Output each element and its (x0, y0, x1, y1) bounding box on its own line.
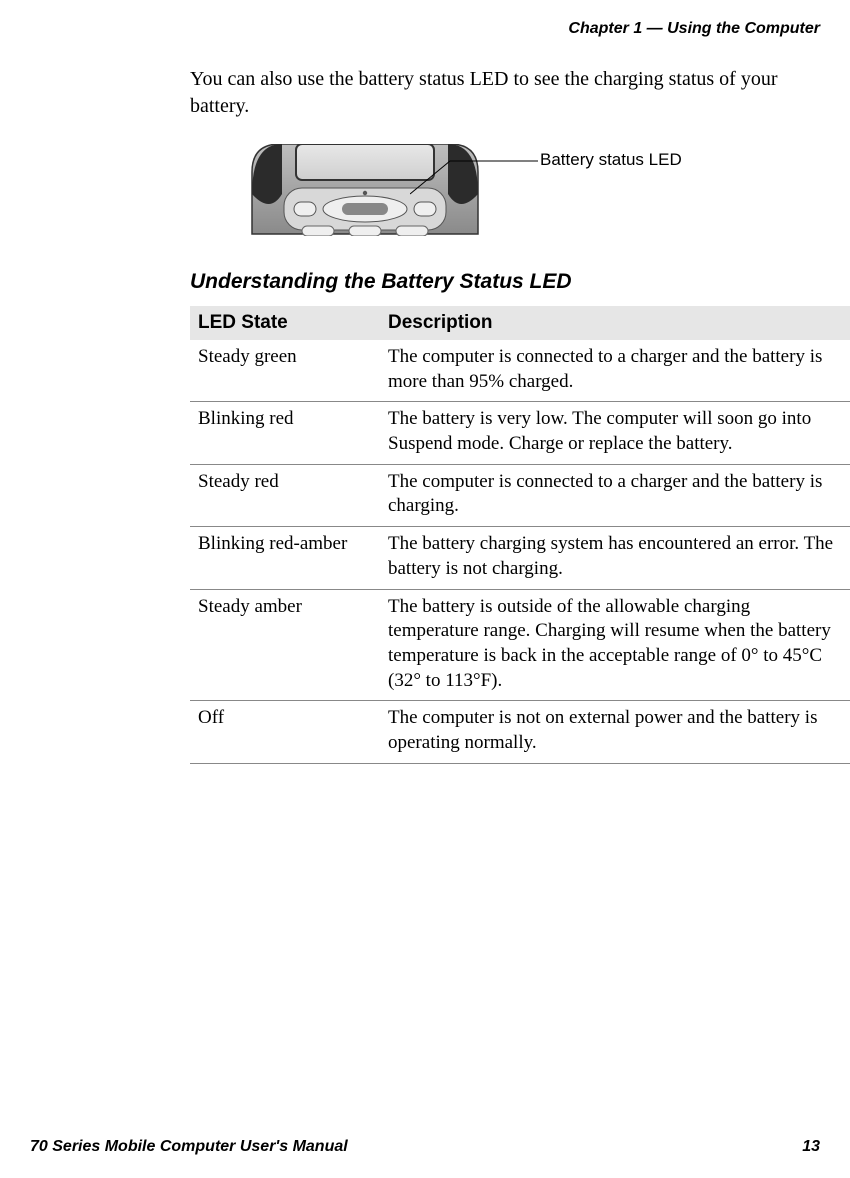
device-figure: Battery status LED (250, 144, 820, 240)
col-header-description: Description (380, 306, 850, 340)
cell-state: Steady red (190, 464, 380, 526)
table-row: Off The computer is not on external powe… (190, 701, 850, 763)
footer-manual-title: 70 Series Mobile Computer User's Manual (30, 1138, 348, 1156)
section-heading: Understanding the Battery Status LED (190, 270, 820, 294)
intro-paragraph: You can also use the battery status LED … (190, 66, 810, 120)
page-footer: 70 Series Mobile Computer User's Manual … (0, 1138, 850, 1156)
cell-state: Off (190, 701, 380, 763)
cell-desc: The computer is not on external power an… (380, 701, 850, 763)
cell-state: Blinking red (190, 402, 380, 464)
footer-page-number: 13 (802, 1138, 820, 1156)
cell-state: Blinking red-amber (190, 527, 380, 589)
table-row: Steady green The computer is connected t… (190, 340, 850, 402)
cell-desc: The battery is outside of the allowable … (380, 589, 850, 701)
table-header-row: LED State Description (190, 306, 850, 340)
table-row: Blinking red-amber The battery charging … (190, 527, 850, 589)
table-row: Blinking red The battery is very low. Th… (190, 402, 850, 464)
cell-state: Steady amber (190, 589, 380, 701)
table-row: Steady red The computer is connected to … (190, 464, 850, 526)
callout-label: Battery status LED (540, 150, 682, 170)
table-row: Steady amber The battery is outside of t… (190, 589, 850, 701)
cell-state: Steady green (190, 340, 380, 402)
led-status-table: LED State Description Steady green The c… (190, 306, 850, 764)
cell-desc: The battery charging system has encounte… (380, 527, 850, 589)
cell-desc: The computer is connected to a charger a… (380, 464, 850, 526)
running-header: Chapter 1 — Using the Computer (30, 20, 820, 38)
col-header-state: LED State (190, 306, 380, 340)
cell-desc: The battery is very low. The computer wi… (380, 402, 850, 464)
device-illustration (250, 144, 480, 236)
cell-desc: The computer is connected to a charger a… (380, 340, 850, 402)
